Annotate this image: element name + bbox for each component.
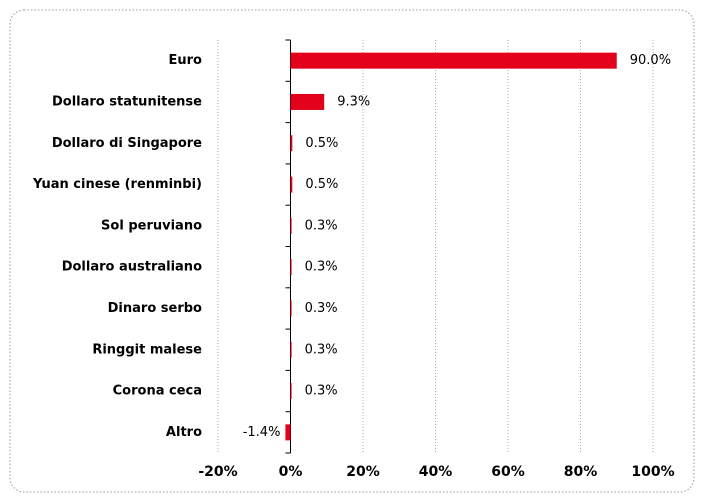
value-label: 0.5% bbox=[305, 136, 338, 151]
x-tick-label: 100% bbox=[631, 464, 674, 480]
x-tick-label: 60% bbox=[491, 464, 525, 480]
category-label: Yuan cinese (renminbi) bbox=[32, 177, 202, 192]
value-label: 90.0% bbox=[630, 53, 671, 68]
bar bbox=[290, 341, 292, 358]
x-tick-label: 20% bbox=[346, 464, 380, 480]
category-label: Dollaro australiano bbox=[62, 260, 202, 275]
bar bbox=[285, 424, 291, 441]
category-label: Dinaro serbo bbox=[108, 301, 202, 316]
value-label: 0.3% bbox=[305, 301, 338, 316]
category-label: Dollaro statunitense bbox=[52, 94, 202, 109]
category-label: Dollaro di Singapore bbox=[52, 136, 202, 151]
category-label: Sol peruviano bbox=[101, 218, 202, 233]
x-tick-label: -20% bbox=[198, 464, 237, 480]
bar bbox=[290, 93, 325, 110]
value-label: 9.3% bbox=[337, 94, 370, 109]
x-tick-label: 80% bbox=[564, 464, 598, 480]
category-label: Euro bbox=[169, 53, 203, 68]
x-tick-label: 40% bbox=[419, 464, 453, 480]
category-label: Altro bbox=[166, 425, 202, 440]
bar bbox=[290, 259, 292, 276]
bar bbox=[290, 135, 293, 152]
value-label: 0.5% bbox=[305, 177, 338, 192]
x-tick-label: 0% bbox=[279, 464, 303, 480]
bar bbox=[290, 217, 292, 234]
bar bbox=[290, 176, 293, 193]
frame bbox=[9, 9, 695, 493]
value-label: 0.3% bbox=[305, 260, 338, 275]
category-label: Corona ceca bbox=[113, 384, 202, 399]
value-label: 0.3% bbox=[305, 342, 338, 357]
value-label: -1.4% bbox=[243, 425, 281, 440]
value-label: 0.3% bbox=[305, 218, 338, 233]
value-label: 0.3% bbox=[305, 384, 338, 399]
bar bbox=[290, 300, 292, 317]
bar bbox=[290, 52, 617, 69]
category-label: Ringgit malese bbox=[92, 342, 202, 357]
bar bbox=[290, 383, 292, 400]
